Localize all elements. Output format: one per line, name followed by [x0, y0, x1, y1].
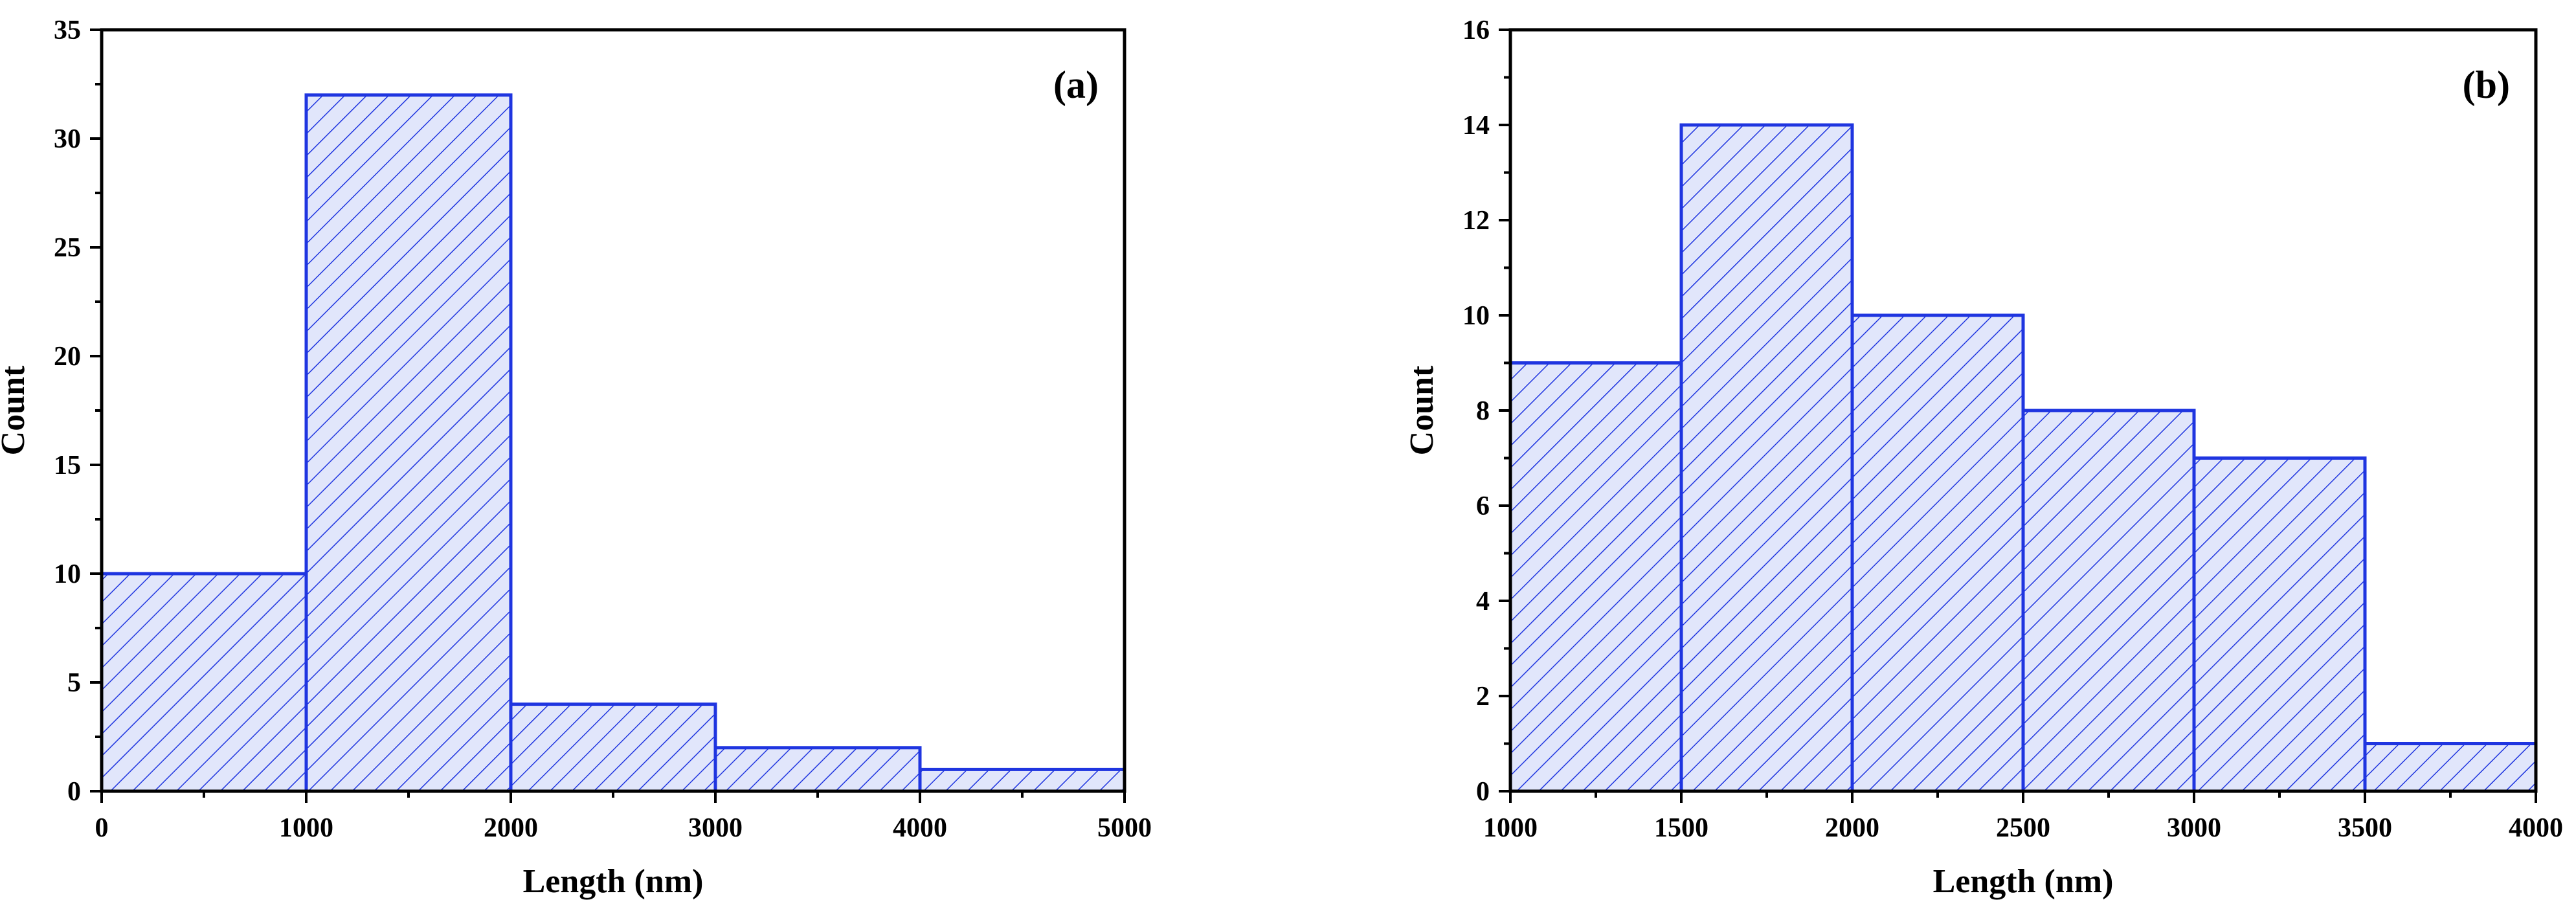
y-axis-title: Count — [1404, 365, 1440, 455]
x-tick-label: 4000 — [893, 813, 947, 843]
y-tick-label: 10 — [54, 559, 81, 589]
panel-label: (b) — [2463, 63, 2510, 106]
panel-label: (a) — [1053, 63, 1099, 106]
x-tick-label: 0 — [95, 813, 109, 843]
x-tick-label: 2000 — [1825, 813, 1879, 843]
y-tick-label: 20 — [54, 342, 81, 372]
y-tick-label: 6 — [1476, 491, 1490, 521]
histogram-bar — [1679, 123, 1854, 793]
y-tick-label: 30 — [54, 124, 81, 154]
x-tick-label: 2500 — [1996, 813, 2050, 843]
y-tick-label: 0 — [67, 777, 81, 807]
histogram-bar — [2363, 742, 2538, 793]
x-axis-title: Length (nm) — [523, 863, 704, 900]
histogram-bar — [2021, 409, 2196, 793]
x-tick-label: 4000 — [2509, 813, 2563, 843]
x-tick-label: 3500 — [2338, 813, 2392, 843]
x-tick-label: 2000 — [484, 813, 538, 843]
y-tick-label: 14 — [1462, 111, 1490, 141]
y-tick-label: 0 — [1476, 777, 1490, 807]
y-tick-label: 16 — [1462, 16, 1490, 45]
histogram-bar — [713, 746, 922, 793]
x-tick-label: 5000 — [1097, 813, 1152, 843]
y-tick-label: 25 — [54, 233, 81, 263]
y-tick-label: 4 — [1476, 587, 1490, 616]
x-tick-label: 3000 — [2167, 813, 2221, 843]
histogram-bar — [2192, 456, 2367, 793]
x-axis-title: Length (nm) — [1933, 863, 2114, 900]
histogram-bar — [100, 572, 308, 793]
y-tick-label: 12 — [1462, 206, 1490, 236]
y-tick-label: 15 — [54, 451, 81, 480]
y-tick-label: 5 — [67, 668, 81, 698]
y-axis-title: Count — [0, 365, 32, 455]
x-tick-label: 3000 — [688, 813, 743, 843]
y-tick-label: 8 — [1476, 396, 1490, 426]
histogram-bar — [1850, 313, 2025, 793]
histogram-bar — [509, 703, 717, 793]
x-tick-label: 1000 — [1483, 813, 1538, 843]
x-tick-label: 1500 — [1654, 813, 1708, 843]
y-tick-label: 35 — [54, 16, 81, 45]
histogram-panel-b: 1000 1500 2000 2500 3000 3500 4000 0 2 4 6 8 10 12 14 1… — [1404, 16, 2563, 900]
x-tick-label: 1000 — [279, 813, 333, 843]
histogram-bar — [1508, 361, 1683, 793]
histogram-bar — [918, 767, 1126, 793]
y-tick-label: 10 — [1462, 301, 1490, 331]
histogram-bar — [304, 93, 513, 793]
y-tick-label: 2 — [1476, 682, 1490, 712]
